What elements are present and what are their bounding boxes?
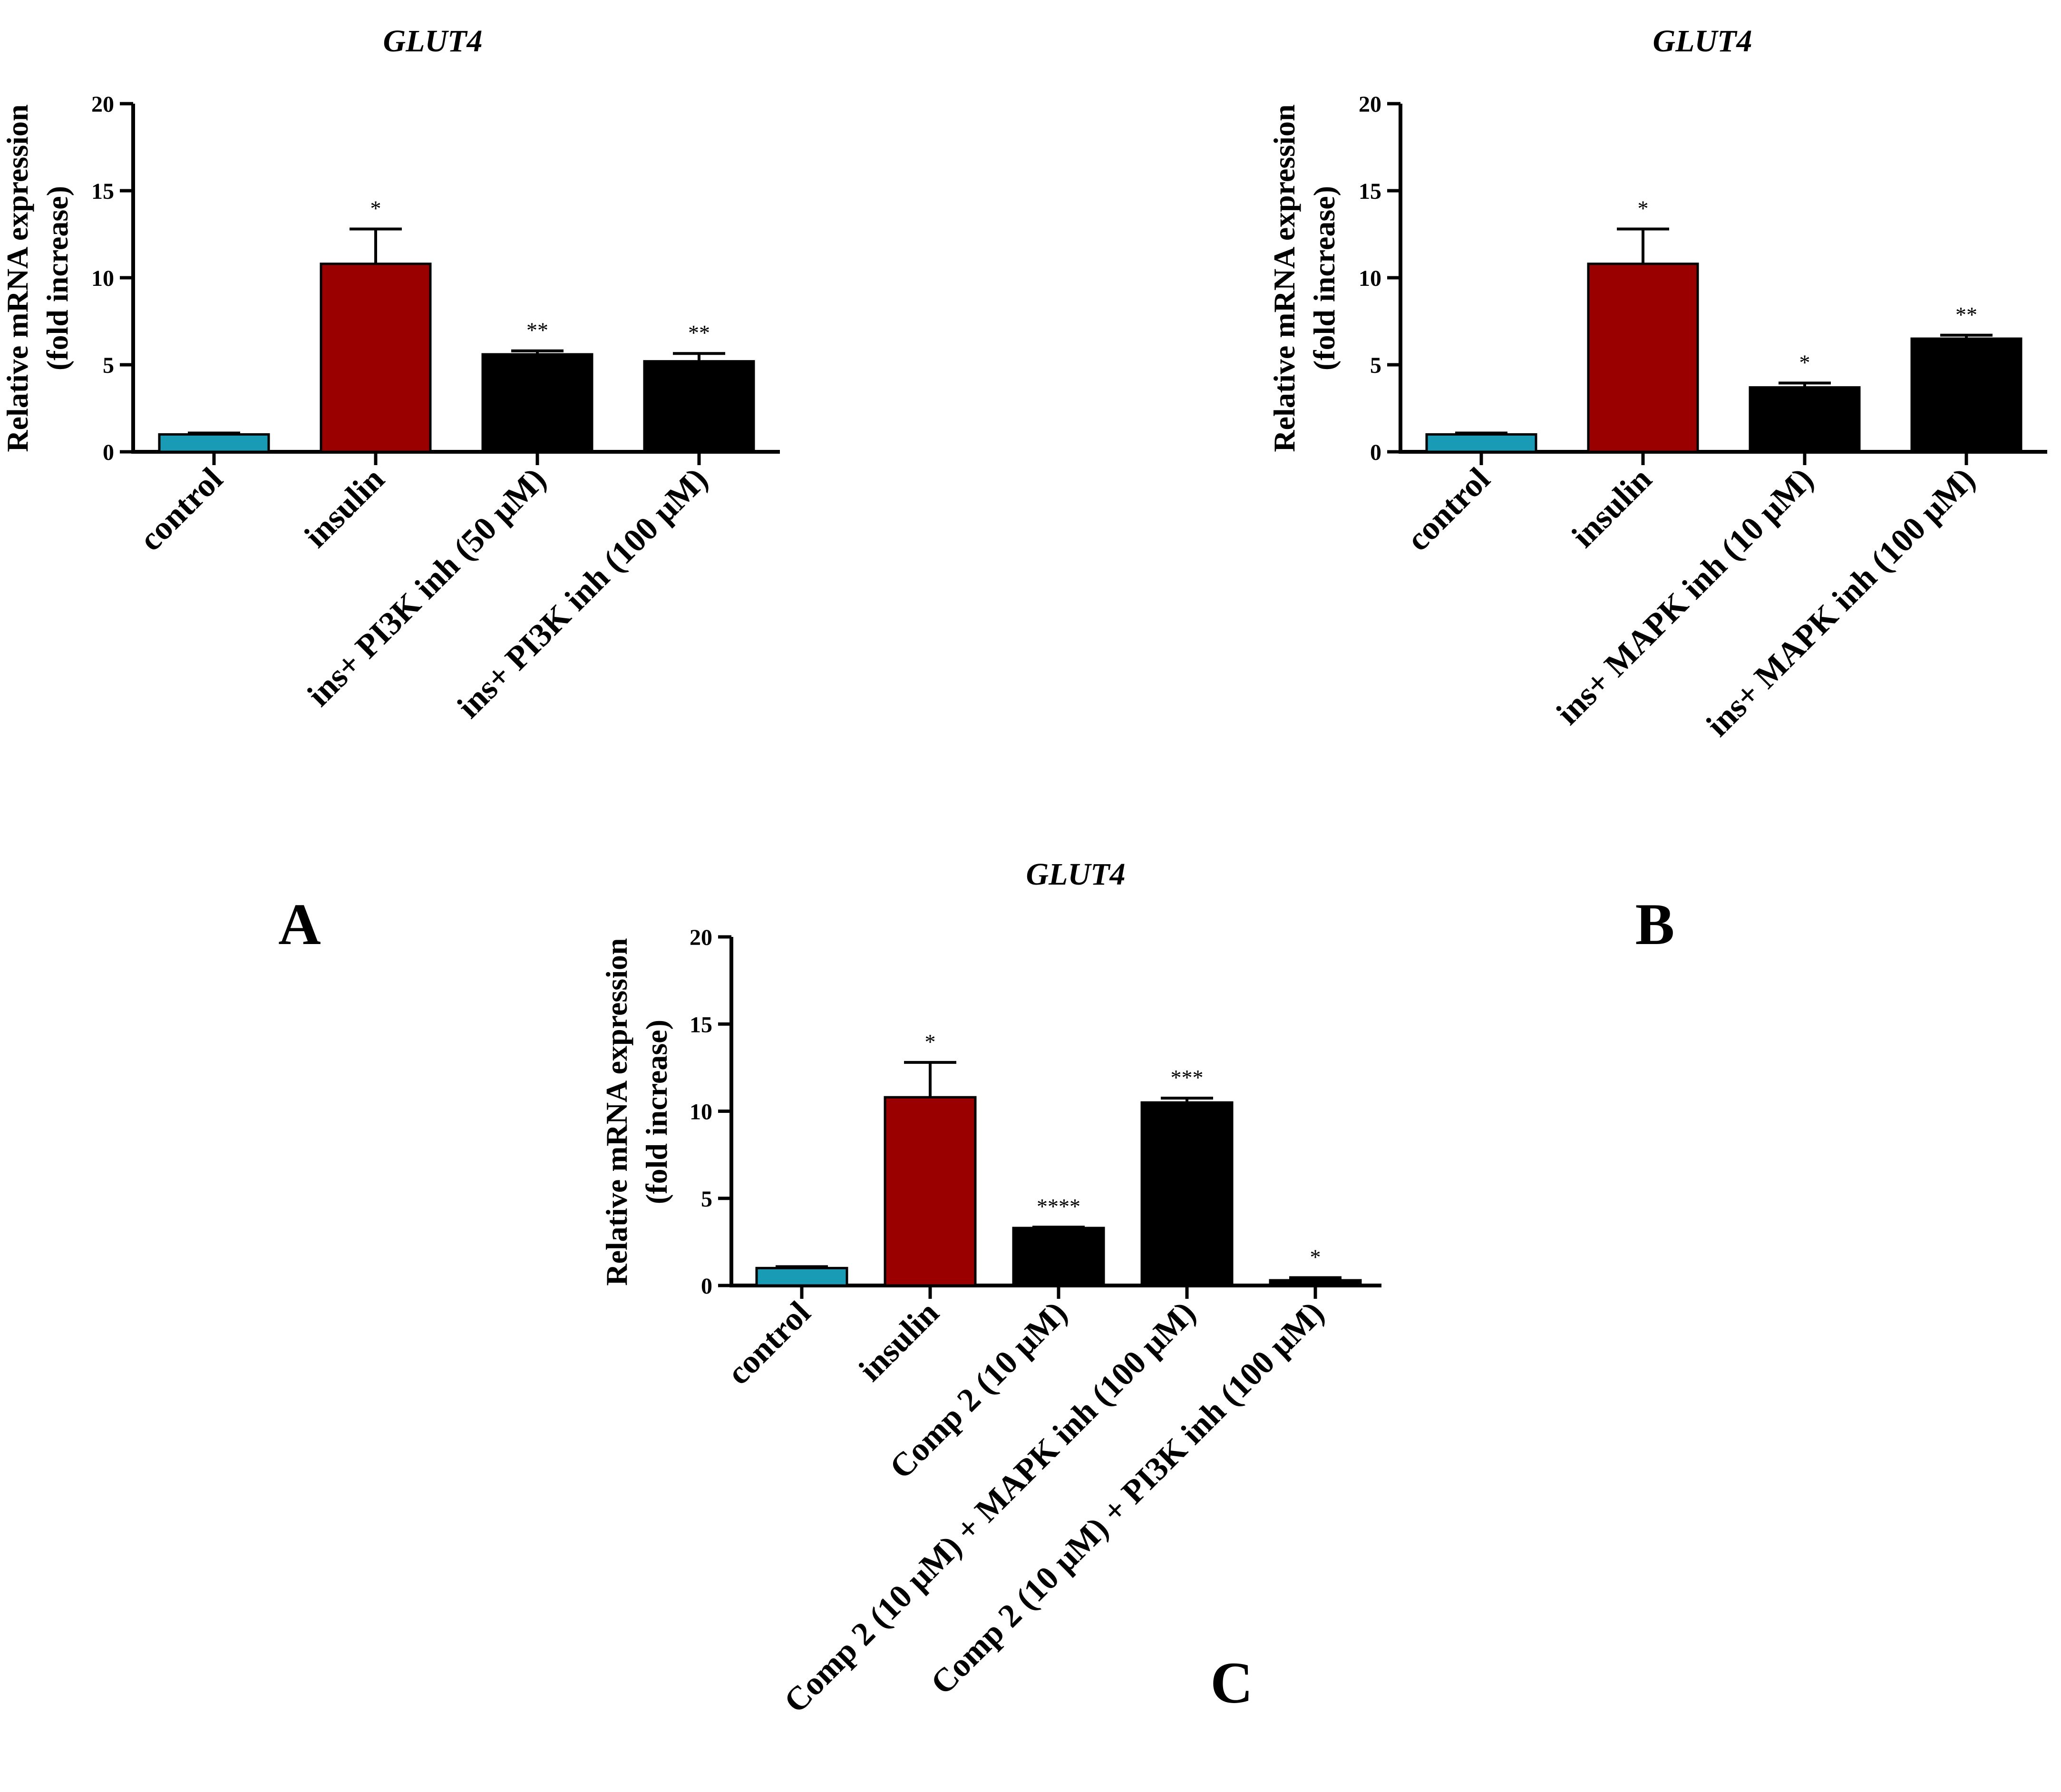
bar-3 bbox=[1749, 386, 1861, 453]
chart-panel-b: GLUT4 Relative mRNA expression (fold incre… bbox=[1267, 24, 2047, 957]
x-category-label: insulin bbox=[298, 461, 392, 555]
y-axis-label: Relative mRNA expression (fold increase) bbox=[600, 938, 673, 1286]
y-tick-label: 5 bbox=[103, 353, 114, 378]
chart-panel-c: GLUT4 Relative mRNA expression (fold incre… bbox=[600, 857, 1381, 1720]
significance-label: **** bbox=[1037, 1194, 1080, 1218]
y-tick-label: 15 bbox=[91, 179, 114, 204]
y-tick-label: 20 bbox=[690, 925, 712, 950]
y-axis-label-line: Relative mRNA expression bbox=[0, 104, 34, 452]
y-axis-label-line: Relative mRNA expression bbox=[600, 938, 633, 1286]
y-tick-label: 5 bbox=[701, 1187, 712, 1212]
y-axis-label: Relative mRNA expression (fold increase) bbox=[0, 104, 74, 452]
y-tick-label: 10 bbox=[1359, 266, 1381, 291]
y-axis-label-line: (fold increase) bbox=[40, 186, 74, 370]
panel-letter: C bbox=[1210, 1650, 1253, 1715]
bar-3 bbox=[481, 353, 593, 453]
significance-label: * bbox=[370, 196, 381, 221]
x-category-label: insulin bbox=[852, 1295, 946, 1389]
y-tick-label: 5 bbox=[1370, 353, 1381, 378]
x-category-label: control bbox=[720, 1295, 818, 1392]
y-axis-label-line: (fold increase) bbox=[640, 1020, 673, 1204]
chart-title: GLUT4 bbox=[1026, 857, 1126, 892]
x-category-label: ins+ MAPK inh (10 μM) bbox=[1549, 461, 1820, 732]
chart-title: GLUT4 bbox=[1653, 24, 1752, 58]
bar-1 bbox=[1425, 433, 1537, 453]
bar-2 bbox=[320, 263, 432, 453]
significance-label: * bbox=[1638, 196, 1649, 221]
significance-label: * bbox=[925, 1030, 936, 1054]
y-tick-label: 0 bbox=[103, 440, 114, 465]
significance-label: ** bbox=[526, 318, 548, 342]
chart-panel-a: GLUT4 Relative mRNA expression (fold incre… bbox=[0, 24, 780, 957]
bar-1 bbox=[755, 1266, 848, 1287]
x-category-label: control bbox=[1400, 461, 1497, 558]
bar-4 bbox=[1910, 337, 2022, 453]
bar-2 bbox=[884, 1096, 977, 1287]
panel-letter: A bbox=[278, 892, 321, 957]
y-axis-label-line: Relative mRNA expression bbox=[1267, 104, 1301, 452]
significance-label: ** bbox=[688, 321, 710, 345]
y-tick-label: 0 bbox=[701, 1274, 712, 1299]
y-axis-label-line: (fold increase) bbox=[1307, 186, 1341, 370]
bar-3 bbox=[1012, 1227, 1105, 1287]
y-tick-label: 15 bbox=[690, 1012, 712, 1037]
y-tick-label: 20 bbox=[91, 92, 114, 117]
y-axis-label: Relative mRNA expression (fold increase) bbox=[1267, 104, 1341, 452]
x-category-label: ins+ MAPK inh (100 μM) bbox=[1700, 461, 1983, 744]
y-tick-label: 0 bbox=[1370, 440, 1381, 465]
significance-label: * bbox=[1310, 1245, 1321, 1269]
y-tick-label: 20 bbox=[1359, 92, 1381, 117]
y-tick-label: 10 bbox=[690, 1100, 712, 1125]
bar-4 bbox=[1140, 1101, 1234, 1287]
significance-label: * bbox=[1799, 350, 1810, 374]
bar-5 bbox=[1269, 1279, 1362, 1287]
bar-2 bbox=[1587, 263, 1699, 453]
x-category-label: insulin bbox=[1565, 461, 1659, 555]
panel-letter: B bbox=[1635, 892, 1675, 957]
significance-label: *** bbox=[1171, 1065, 1204, 1090]
bar-4 bbox=[643, 360, 755, 453]
y-tick-label: 10 bbox=[91, 266, 114, 291]
x-category-label: control bbox=[133, 461, 230, 558]
chart-title: GLUT4 bbox=[383, 24, 483, 58]
bar-1 bbox=[158, 433, 270, 453]
significance-label: ** bbox=[1955, 302, 1977, 327]
y-tick-label: 15 bbox=[1359, 179, 1381, 204]
